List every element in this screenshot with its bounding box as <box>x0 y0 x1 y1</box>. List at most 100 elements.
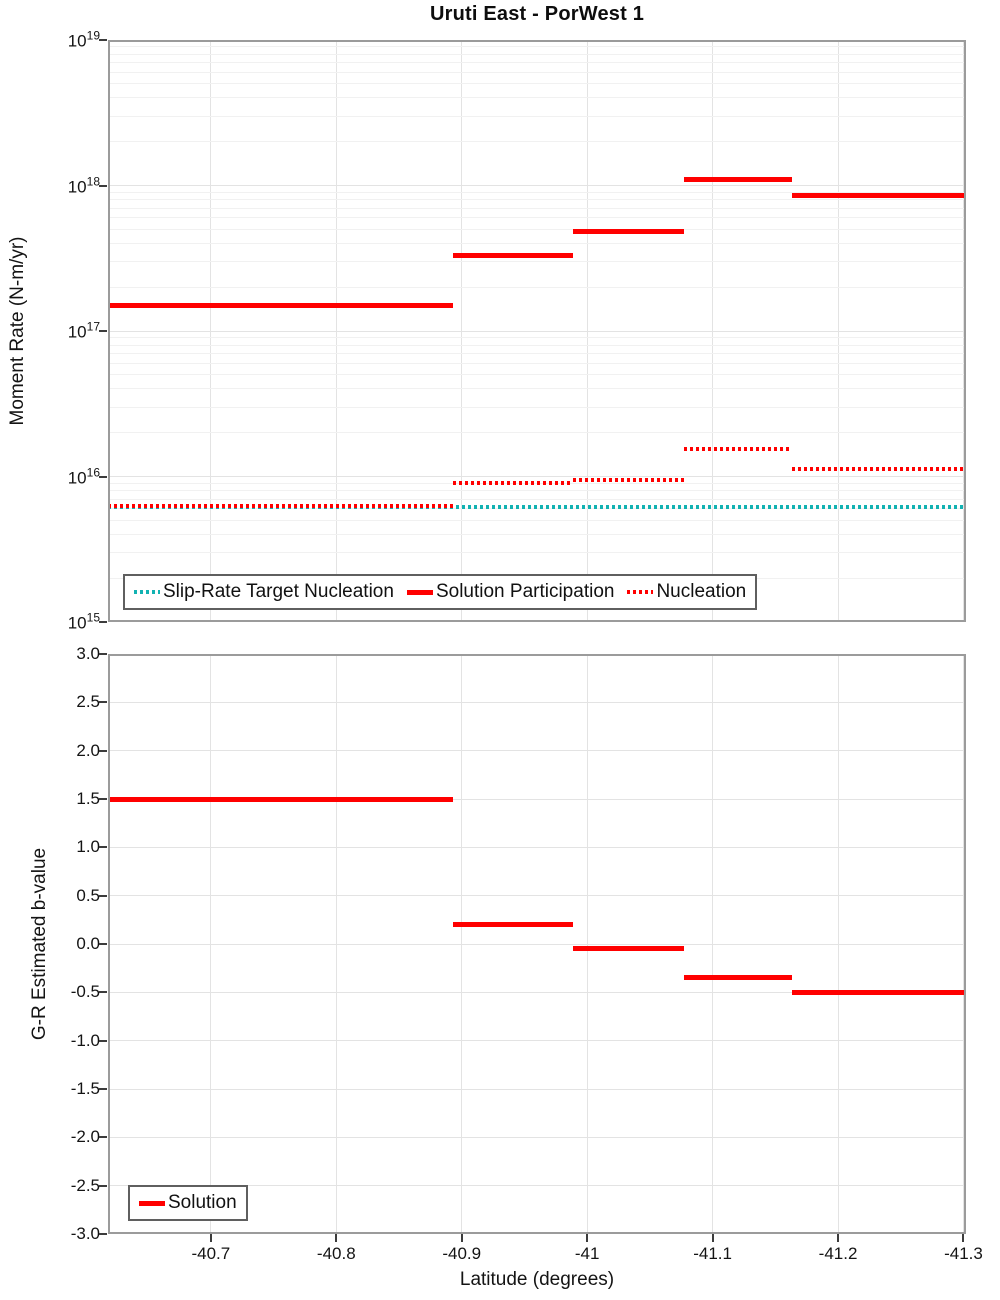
minor-gridline <box>108 71 966 73</box>
major-gridline <box>108 1088 966 1090</box>
minor-gridline <box>108 191 966 193</box>
x-tick-mark <box>711 1234 714 1242</box>
x-tick-label: -40.7 <box>191 1244 231 1263</box>
minor-gridline <box>108 97 966 99</box>
x-tick-mark <box>335 1234 338 1242</box>
bottom-y-tick-mark <box>99 1233 107 1235</box>
bottom-y-tick-mark <box>99 846 107 849</box>
major-gridline <box>108 798 966 800</box>
minor-gridline <box>108 498 966 500</box>
legend-top: Slip-Rate Target Nucleation Solution Part… <box>123 574 758 610</box>
major-gridline <box>108 846 966 848</box>
minor-gridline <box>108 533 966 535</box>
top-y-tick-mark <box>99 39 107 41</box>
bottom-y-tick-label: 0.0 <box>76 934 100 953</box>
minor-gridline <box>108 374 966 376</box>
bottom-y-tick-label: 1.5 <box>76 789 100 808</box>
major-gridline <box>108 701 966 703</box>
chart-title: Uruti East - PorWest 1 <box>429 3 645 25</box>
major-gridline <box>108 895 966 897</box>
series-segment-solution-participation <box>573 229 684 235</box>
legend-swatch-solid <box>406 589 433 595</box>
minor-gridline <box>108 344 966 346</box>
legend-label: Slip-Rate Target Nucleation <box>163 581 394 602</box>
x-axis-label: Latitude (degrees) <box>459 1269 615 1290</box>
x-tick-mark <box>209 1234 212 1242</box>
minor-gridline <box>108 207 966 209</box>
bottom-plot-area: Solution <box>108 654 966 1234</box>
top-plot-area: Slip-Rate Target Nucleation Solution Part… <box>108 40 966 622</box>
bottom-y-tick-mark <box>99 894 107 897</box>
series-segment-slip-rate-target-nucleation <box>108 504 966 509</box>
major-gridline <box>108 750 966 752</box>
bottom-y-tick-label: 2.0 <box>76 740 100 760</box>
x-tick-label: -41.1 <box>693 1244 732 1263</box>
series-segment-solution-participation <box>452 253 574 259</box>
series-segment-solution <box>683 975 792 981</box>
legend-item: Nucleation <box>627 581 746 603</box>
minor-gridline <box>108 46 966 48</box>
minor-gridline <box>108 406 966 408</box>
major-gridline <box>108 1040 966 1042</box>
bottom-y-tick-mark <box>99 991 107 994</box>
bottom-y-tick-label: -1.0 <box>70 1030 100 1050</box>
bottom-y-tick-mark <box>99 1039 107 1042</box>
top-y-tick-mark <box>99 621 107 623</box>
bottom-y-tick-mark <box>99 798 107 800</box>
top-y-tick-label: 1017 <box>67 319 100 342</box>
top-y-tick-label: 1019 <box>67 28 100 51</box>
legend-swatch-solid <box>139 1200 165 1206</box>
bottom-y-tick-label: 2.5 <box>76 692 100 712</box>
minor-gridline <box>108 217 966 219</box>
series-segment-nucleation <box>683 446 792 451</box>
major-gridline <box>108 1136 966 1138</box>
minor-gridline <box>108 242 966 244</box>
major-gridline <box>108 991 966 993</box>
legend-bottom: Solution <box>128 1185 248 1221</box>
x-tick-label: -40.9 <box>442 1244 482 1263</box>
major-gridline <box>108 476 966 477</box>
minor-gridline <box>108 337 966 339</box>
major-gridline <box>108 185 966 186</box>
top-y-tick-label: 1016 <box>67 465 100 487</box>
series-segment-nucleation <box>791 467 966 472</box>
legend-swatch-dotted <box>134 590 160 594</box>
minor-gridline <box>108 552 966 554</box>
minor-gridline <box>108 519 966 521</box>
series-segment-solution-participation <box>683 176 792 182</box>
series-segment-nucleation <box>452 481 574 486</box>
bottom-y-tick-label: 0.5 <box>76 885 100 905</box>
bottom-y-tick-label: 3.0 <box>76 644 100 663</box>
minor-gridline <box>108 388 966 390</box>
x-tick-label: -40.8 <box>316 1244 356 1263</box>
minor-gridline <box>108 115 966 117</box>
minor-gridline <box>108 362 966 364</box>
bottom-y-tick-label: -1.5 <box>70 1079 100 1098</box>
top-y-tick-mark <box>99 184 107 187</box>
x-tick-label: -41 <box>574 1244 600 1263</box>
x-tick-mark <box>586 1234 589 1242</box>
bottom-y-tick-label: -0.5 <box>70 982 100 1002</box>
series-segment-solution-participation <box>108 302 453 308</box>
series-segment-solution <box>108 796 453 802</box>
minor-gridline <box>108 228 966 230</box>
top-y-tick-mark <box>99 330 107 332</box>
bottom-y-tick-label: -3.0 <box>70 1224 100 1243</box>
bottom-y-tick-mark <box>99 1136 107 1139</box>
minor-gridline <box>108 353 966 355</box>
x-tick-label: -41.3 <box>944 1244 983 1263</box>
bottom-y-tick-mark <box>99 653 107 655</box>
major-gridline <box>108 1185 966 1187</box>
bottom-y-tick-mark <box>99 749 107 752</box>
minor-gridline <box>108 261 966 263</box>
minor-gridline <box>108 141 966 143</box>
legend-label: Nucleation <box>656 581 747 602</box>
major-gridline <box>108 943 966 945</box>
minor-gridline <box>108 508 966 510</box>
series-segment-solution <box>452 922 574 928</box>
bottom-y-tick-label: -2.5 <box>70 1175 100 1195</box>
minor-gridline <box>108 286 966 288</box>
minor-gridline <box>108 432 966 434</box>
minor-gridline <box>108 62 966 64</box>
